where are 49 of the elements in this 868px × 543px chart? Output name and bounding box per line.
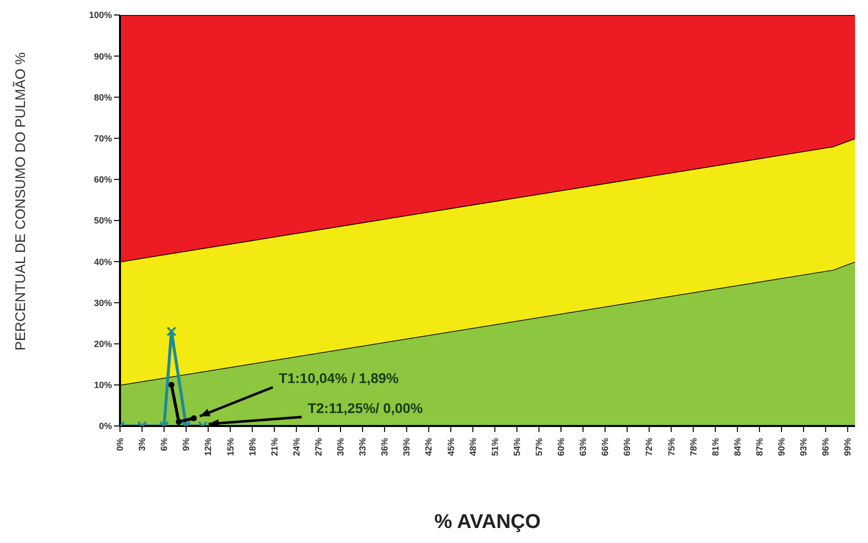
- x-tick-label: 99%: [842, 438, 853, 456]
- x-tick-label: 45%: [446, 438, 456, 456]
- x-tick-label: 90%: [776, 438, 786, 456]
- x-tick-label: 54%: [512, 438, 522, 456]
- y-axis-title: PERCENTUAL DE CONSUMO DO PULMÃO %: [12, 52, 28, 350]
- x-tick-label: 27%: [313, 438, 324, 456]
- x-tick-label: 6%: [159, 438, 170, 452]
- x-tick-label: 81%: [710, 438, 720, 456]
- y-tick-label: 40%: [94, 256, 112, 267]
- x-tick-label: 12%: [203, 438, 214, 456]
- y-tick-label: 70%: [94, 133, 112, 144]
- x-tick-label: 33%: [358, 438, 368, 456]
- x-tick-label: 87%: [754, 438, 764, 456]
- x-tick-label: 15%: [225, 438, 236, 456]
- x-tick-label: 57%: [534, 438, 544, 456]
- annotation: T2:11,25%/ 0,00%: [308, 400, 424, 416]
- x-tick-label: 63%: [578, 438, 588, 456]
- x-axis-title: % AVANÇO: [434, 511, 541, 533]
- x-tick-label: 93%: [798, 438, 809, 456]
- y-tick-label: 100%: [88, 10, 112, 20]
- x-tick-label: 9%: [181, 438, 192, 452]
- y-tick-label: 60%: [94, 174, 112, 185]
- x-tick-label: 30%: [336, 438, 346, 456]
- x-tick-label: 24%: [291, 438, 302, 456]
- x-tick-label: 78%: [688, 438, 698, 456]
- x-tick-label: 72%: [644, 438, 654, 456]
- x-tick-label: 39%: [402, 438, 412, 456]
- x-tick-label: 69%: [622, 438, 632, 456]
- x-tick-label: 48%: [468, 438, 478, 456]
- y-tick-label: 30%: [94, 298, 112, 308]
- x-tick-label: 84%: [732, 438, 742, 456]
- y-tick-label: 20%: [94, 338, 112, 349]
- x-tick-label: 0%: [115, 438, 125, 452]
- annotation: T1:10,04% / 1,89%: [278, 370, 400, 386]
- x-tick-label: 42%: [424, 438, 434, 456]
- y-tick-label: 50%: [94, 216, 112, 226]
- x-tick-label: 18%: [247, 438, 258, 456]
- x-tick-label: 36%: [380, 438, 390, 456]
- x-tick-label: 51%: [490, 438, 500, 456]
- y-tick-label: 90%: [94, 51, 112, 62]
- x-tick-label: 75%: [666, 438, 676, 456]
- y-tick-label: 80%: [94, 92, 112, 102]
- x-tick-label: 66%: [600, 438, 610, 456]
- x-tick-label: 3%: [137, 438, 148, 452]
- x-tick-label: 60%: [556, 438, 566, 456]
- y-tick-label: 0%: [98, 421, 112, 432]
- x-tick-label: 96%: [820, 438, 831, 456]
- x-tick-label: 21%: [269, 438, 280, 456]
- y-tick-label: 10%: [94, 380, 112, 390]
